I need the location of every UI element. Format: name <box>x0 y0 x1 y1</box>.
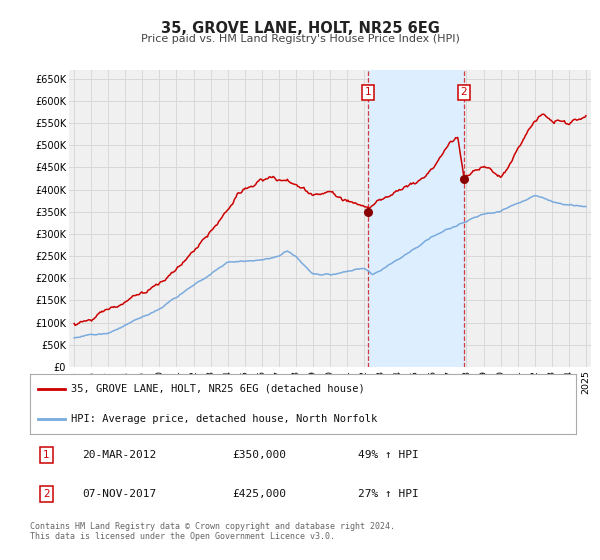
Text: Price paid vs. HM Land Registry's House Price Index (HPI): Price paid vs. HM Land Registry's House … <box>140 34 460 44</box>
Text: 2: 2 <box>461 87 467 97</box>
Text: 07-NOV-2017: 07-NOV-2017 <box>82 489 156 498</box>
Text: 2: 2 <box>43 489 50 498</box>
Text: HPI: Average price, detached house, North Norfolk: HPI: Average price, detached house, Nort… <box>71 414 377 424</box>
Text: 35, GROVE LANE, HOLT, NR25 6EG: 35, GROVE LANE, HOLT, NR25 6EG <box>161 21 439 36</box>
Text: 49% ↑ HPI: 49% ↑ HPI <box>358 450 418 460</box>
Text: £350,000: £350,000 <box>232 450 286 460</box>
Text: Contains HM Land Registry data © Crown copyright and database right 2024.
This d: Contains HM Land Registry data © Crown c… <box>30 522 395 542</box>
Text: 35, GROVE LANE, HOLT, NR25 6EG (detached house): 35, GROVE LANE, HOLT, NR25 6EG (detached… <box>71 384 365 394</box>
Text: 27% ↑ HPI: 27% ↑ HPI <box>358 489 418 498</box>
Text: 1: 1 <box>365 87 371 97</box>
Text: £425,000: £425,000 <box>232 489 286 498</box>
Text: 1: 1 <box>43 450 50 460</box>
Bar <box>368 70 464 367</box>
Text: 20-MAR-2012: 20-MAR-2012 <box>82 450 156 460</box>
